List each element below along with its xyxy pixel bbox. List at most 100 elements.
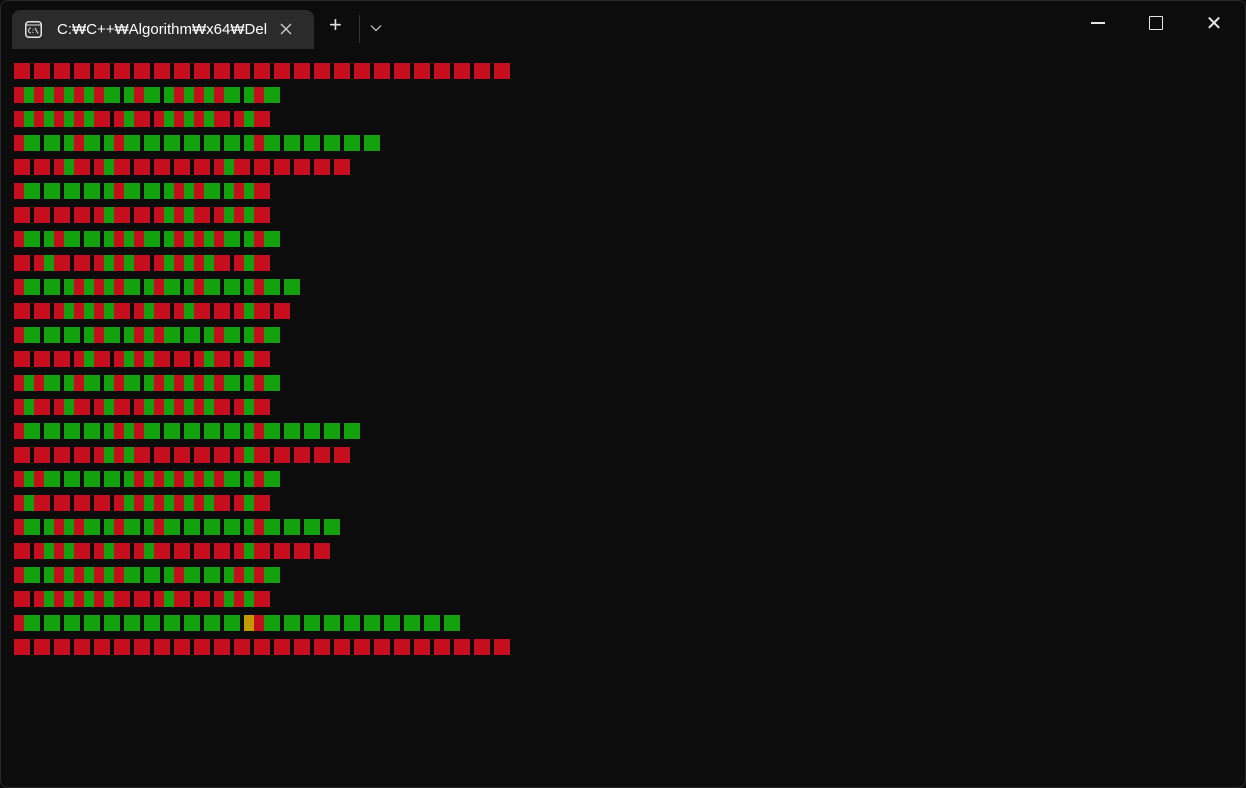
maze-cell bbox=[254, 399, 270, 415]
maze-cell bbox=[274, 159, 290, 175]
maze-cell bbox=[494, 63, 510, 79]
maze-cell bbox=[274, 63, 290, 79]
maze-cell bbox=[214, 399, 230, 415]
maze-cell bbox=[84, 135, 100, 151]
maze-cell bbox=[114, 591, 130, 607]
maze-cell bbox=[14, 63, 30, 79]
maze-cell bbox=[104, 615, 120, 631]
maze-cell bbox=[44, 327, 60, 343]
maximize-icon bbox=[1149, 16, 1163, 30]
maze-cell bbox=[414, 639, 430, 655]
maze-cell bbox=[124, 519, 140, 535]
maze-cell bbox=[264, 423, 280, 439]
maze-cell bbox=[174, 639, 190, 655]
maze-cell bbox=[334, 639, 350, 655]
maze-cell bbox=[84, 615, 100, 631]
maximize-button[interactable] bbox=[1127, 1, 1185, 45]
maze-cell bbox=[284, 279, 300, 295]
maze-cell bbox=[164, 615, 180, 631]
maze-cell bbox=[134, 255, 150, 271]
maze-cell bbox=[54, 351, 70, 367]
maze-cell bbox=[234, 159, 250, 175]
maze-cell bbox=[194, 591, 210, 607]
maze-cell bbox=[204, 519, 220, 535]
maze-cell bbox=[24, 615, 40, 631]
maze-cell bbox=[254, 63, 270, 79]
maze-cell bbox=[284, 423, 300, 439]
maze-cell bbox=[214, 447, 230, 463]
maze-cell bbox=[114, 639, 130, 655]
maze-cell bbox=[364, 135, 380, 151]
maze-cell bbox=[204, 135, 220, 151]
maze-cell bbox=[154, 447, 170, 463]
maze-cell bbox=[254, 543, 270, 559]
maze-cell bbox=[364, 615, 380, 631]
maze-cell bbox=[314, 159, 330, 175]
maze-cell bbox=[294, 447, 310, 463]
maze-cell bbox=[264, 471, 280, 487]
minimize-button[interactable] bbox=[1069, 1, 1127, 45]
maze-cell bbox=[114, 303, 130, 319]
maze-cell bbox=[94, 639, 110, 655]
tab-close-icon[interactable] bbox=[279, 22, 293, 36]
maze-cell bbox=[34, 63, 50, 79]
maze-cell bbox=[34, 351, 50, 367]
maze-cell bbox=[134, 111, 150, 127]
maze-cell bbox=[384, 615, 400, 631]
maze-cell bbox=[144, 87, 160, 103]
maze-cell bbox=[224, 135, 240, 151]
maze-cell bbox=[164, 519, 180, 535]
new-tab-button[interactable]: + bbox=[329, 12, 342, 37]
maze-cell bbox=[64, 183, 80, 199]
maze-cell bbox=[204, 183, 220, 199]
maze-cell bbox=[134, 447, 150, 463]
maze-cell bbox=[154, 63, 170, 79]
maze-cell bbox=[64, 423, 80, 439]
maze-cell bbox=[434, 639, 450, 655]
maze-cell bbox=[404, 615, 420, 631]
maze-cell bbox=[24, 519, 40, 535]
maze-cell bbox=[114, 543, 130, 559]
maze-cell bbox=[34, 639, 50, 655]
maze-cell bbox=[74, 543, 90, 559]
maze-cell bbox=[314, 63, 330, 79]
maze-cell bbox=[294, 159, 310, 175]
maze-cell bbox=[204, 615, 220, 631]
maze-cell bbox=[84, 375, 100, 391]
maze-cell bbox=[74, 159, 90, 175]
maze-cell bbox=[54, 255, 70, 271]
maze-cell bbox=[264, 327, 280, 343]
maze-cell bbox=[454, 63, 470, 79]
maze-cell bbox=[74, 639, 90, 655]
maze-cell bbox=[324, 135, 340, 151]
chevron-down-icon[interactable] bbox=[370, 24, 382, 32]
maze-cell bbox=[304, 519, 320, 535]
maze-cell bbox=[344, 423, 360, 439]
maze-cell bbox=[184, 519, 200, 535]
maze-cell bbox=[54, 447, 70, 463]
maze-cell bbox=[454, 639, 470, 655]
maze-cell bbox=[324, 423, 340, 439]
maze-cell bbox=[224, 327, 240, 343]
close-button[interactable]: ✕ bbox=[1185, 1, 1243, 45]
maze-cell bbox=[224, 471, 240, 487]
maze-cell bbox=[174, 543, 190, 559]
maze-cell bbox=[214, 303, 230, 319]
maze-cell bbox=[84, 519, 100, 535]
title-bar: C:₩C++₩Algorithm₩x64₩Del + ✕ bbox=[1, 1, 1245, 49]
maze-cell bbox=[204, 567, 220, 583]
terminal-output[interactable] bbox=[1, 49, 1245, 787]
maze-cell bbox=[414, 63, 430, 79]
maze-cell bbox=[214, 639, 230, 655]
maze-cell bbox=[144, 423, 160, 439]
divider bbox=[359, 15, 360, 43]
maze-cell bbox=[124, 279, 140, 295]
maze-cell bbox=[44, 183, 60, 199]
tab-console[interactable]: C:₩C++₩Algorithm₩x64₩Del bbox=[12, 10, 314, 49]
maze-cell bbox=[224, 423, 240, 439]
maze-cell bbox=[214, 111, 230, 127]
maze-cell bbox=[124, 135, 140, 151]
close-icon: ✕ bbox=[1205, 12, 1223, 35]
maze-cell bbox=[34, 399, 50, 415]
maze-cell bbox=[264, 279, 280, 295]
